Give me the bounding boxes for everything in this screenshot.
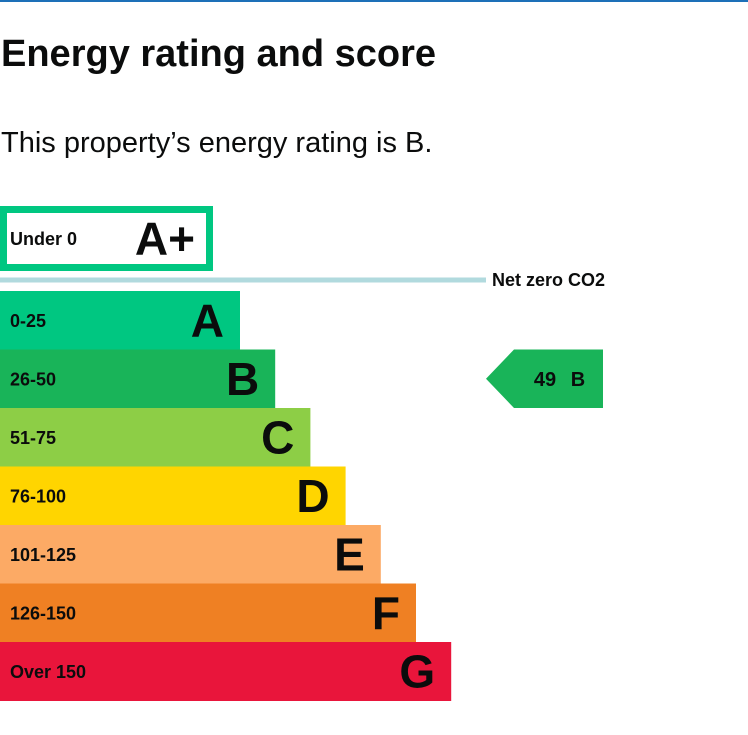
band-b-bar bbox=[0, 349, 276, 409]
current-rating-score: 49 bbox=[534, 369, 556, 391]
energy-rating-chart: Under 0 A+ 0-25 A 26-50 B 51-75 C 76-100 D 101-125… bbox=[0, 206, 605, 701]
band-f-range: 126-150 bbox=[10, 603, 76, 623]
band-e-bar bbox=[0, 525, 381, 584]
band-e-letter: E bbox=[334, 528, 365, 580]
band-b-range: 26-50 bbox=[10, 369, 56, 389]
band-e-range: 101-125 bbox=[10, 545, 76, 565]
band-a-bar bbox=[0, 291, 240, 350]
page-title: Energy rating and score bbox=[1, 33, 437, 75]
band-a-plus-range: Under 0 bbox=[10, 229, 77, 249]
band-g-letter: G bbox=[399, 645, 435, 697]
band-a-letter: A bbox=[191, 294, 224, 346]
band-d-letter: D bbox=[296, 470, 329, 522]
rating-bands: Under 0 A+ 0-25 A 26-50 B 51-75 C 76-100 D 101-125… bbox=[0, 206, 452, 701]
band-a-range: 0-25 bbox=[10, 311, 46, 331]
current-rating-marker: 49 B bbox=[486, 349, 603, 408]
current-rating-band: B bbox=[571, 369, 585, 391]
band-f-bar bbox=[0, 583, 416, 643]
rating-summary: This property’s energy rating is B. bbox=[1, 127, 433, 159]
band-d-bar bbox=[0, 466, 346, 526]
band-a-plus-letter: A+ bbox=[135, 213, 195, 265]
band-c-letter: C bbox=[261, 411, 294, 463]
top-rule bbox=[0, 0, 748, 2]
band-g-bar bbox=[0, 642, 452, 701]
net-zero-label: Net zero CO2 bbox=[492, 270, 605, 290]
band-c-range: 51-75 bbox=[10, 428, 56, 448]
current-rating-arrow bbox=[486, 349, 603, 408]
band-f-letter: F bbox=[372, 587, 400, 639]
band-a-plus-box bbox=[0, 206, 213, 271]
net-zero-line bbox=[0, 277, 486, 283]
band-b-letter: B bbox=[226, 353, 259, 405]
band-g-range: Over 150 bbox=[10, 662, 86, 682]
band-c-bar bbox=[0, 408, 311, 467]
net-zero-marker: Net zero CO2 bbox=[0, 270, 605, 290]
band-d-range: 76-100 bbox=[10, 486, 66, 506]
